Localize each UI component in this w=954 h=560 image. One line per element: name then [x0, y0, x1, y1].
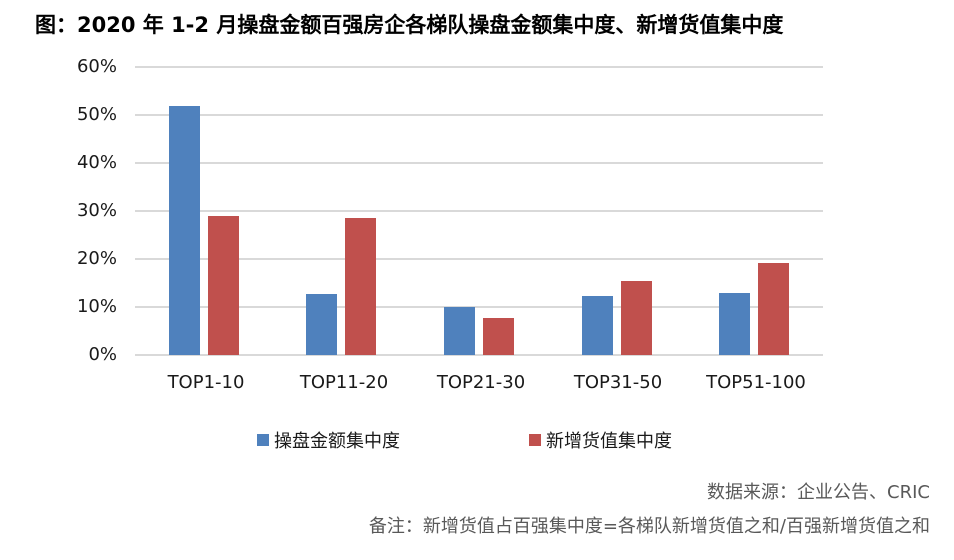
bar-new-value-top1-10 — [208, 216, 239, 355]
chart-title: 图：2020 年 1-2 月操盘金额百强房企各梯队操盘金额集中度、新增货值集中度 — [35, 13, 784, 37]
legend-item-series2: 新增货值集中度 — [529, 427, 672, 453]
x-tick-label: TOP31-50 — [573, 372, 663, 393]
y-tick-label: 30% — [76, 200, 117, 221]
bar-operating-amount-top11-20 — [306, 294, 337, 355]
bar-new-value-top51-100 — [758, 263, 789, 355]
bar-operating-amount-top51-100 — [719, 293, 750, 355]
gridline — [135, 66, 823, 68]
legend-label: 新增货值集中度 — [546, 431, 672, 452]
bar-operating-amount-top21-30 — [444, 307, 475, 355]
gridline — [135, 258, 823, 260]
data-source-note: 数据来源：企业公告、CRIC — [707, 482, 930, 503]
bar-operating-amount-top31-50 — [582, 296, 613, 355]
bar-operating-amount-top1-10 — [169, 106, 200, 355]
gridline — [135, 162, 823, 164]
x-tick-label: TOP1-10 — [167, 372, 245, 393]
legend-swatch-red-icon — [529, 434, 541, 446]
bar-new-value-top11-20 — [345, 218, 376, 355]
legend-swatch-blue-icon — [257, 434, 269, 446]
x-tick-label: TOP21-30 — [436, 372, 526, 393]
y-tick-label: 60% — [76, 56, 117, 77]
x-tick-label: TOP51-100 — [706, 372, 806, 393]
bar-new-value-top21-30 — [483, 318, 514, 355]
bar-new-value-top31-50 — [621, 281, 652, 355]
y-tick-label: 20% — [76, 248, 117, 269]
x-tick-label: TOP11-20 — [299, 372, 389, 393]
y-tick-label: 10% — [76, 296, 117, 317]
x-axis-baseline — [135, 354, 823, 356]
footnote: 备注：新增货值占百强集中度=各梯队新增货值之和/百强新增货值之和 — [368, 516, 930, 537]
y-tick-label: 50% — [76, 104, 117, 125]
gridline — [135, 114, 823, 116]
legend-label: 操盘金额集中度 — [274, 431, 400, 452]
legend-item-series1: 操盘金额集中度 — [257, 427, 400, 453]
gridline — [135, 306, 823, 308]
gridline — [135, 210, 823, 212]
y-tick-label: 40% — [76, 152, 117, 173]
y-tick-label: 0% — [88, 344, 117, 365]
